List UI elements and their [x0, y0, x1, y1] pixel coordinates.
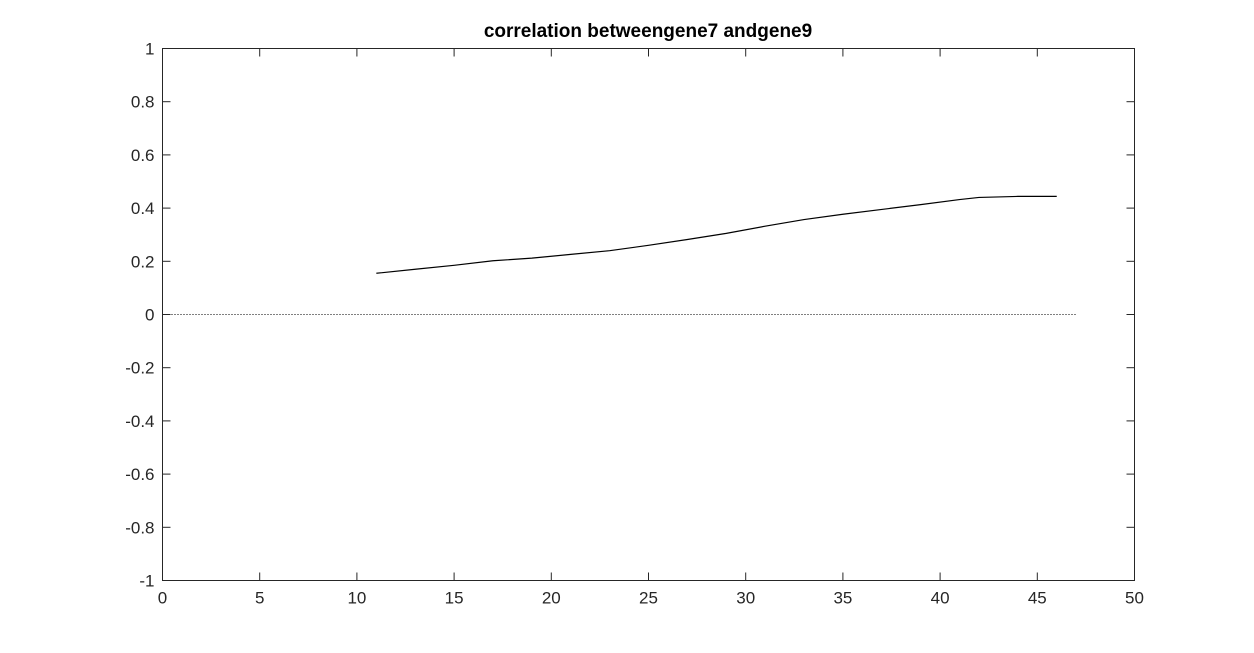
y-tick-label: 1: [145, 40, 154, 59]
y-tick-label: -0.6: [125, 465, 154, 484]
y-tick-label: 0.4: [131, 199, 155, 218]
x-tick-label: 50: [1125, 589, 1144, 608]
x-tick-label: 40: [931, 589, 950, 608]
y-tick-label: -1: [139, 572, 154, 591]
y-tick-label: -0.8: [125, 518, 154, 537]
y-tick-label: -0.4: [125, 412, 154, 431]
plot-area: [162, 195, 1077, 315]
x-tick-label: 30: [736, 589, 755, 608]
y-tick-label: 0: [145, 306, 154, 325]
x-tick-label: 15: [445, 589, 464, 608]
x-tick-label: 35: [833, 589, 852, 608]
x-tick-label: 20: [542, 589, 561, 608]
y-tick-label: -0.2: [125, 359, 154, 378]
tick-labels: 0 5 10 15 20 25 30 35 40 45 50 -1 -0.8 -0.6 -0.4 -0.2 0 0…: [125, 40, 1144, 608]
x-tick-label: 10: [347, 589, 366, 608]
y-tick-label: 0.2: [131, 252, 155, 271]
x-tick-label: 25: [639, 589, 658, 608]
x-tick-label: 0: [158, 589, 167, 608]
x-tick-label: 5: [255, 589, 264, 608]
y-tick-label: 0.8: [131, 93, 155, 112]
correlation-line: [376, 195, 1057, 274]
y-tick-label: 0.6: [131, 146, 155, 165]
axes-box: [162, 48, 1135, 581]
chart-title: correlation betweengene7 andgene9: [484, 21, 812, 42]
x-tick-label: 45: [1028, 589, 1047, 608]
